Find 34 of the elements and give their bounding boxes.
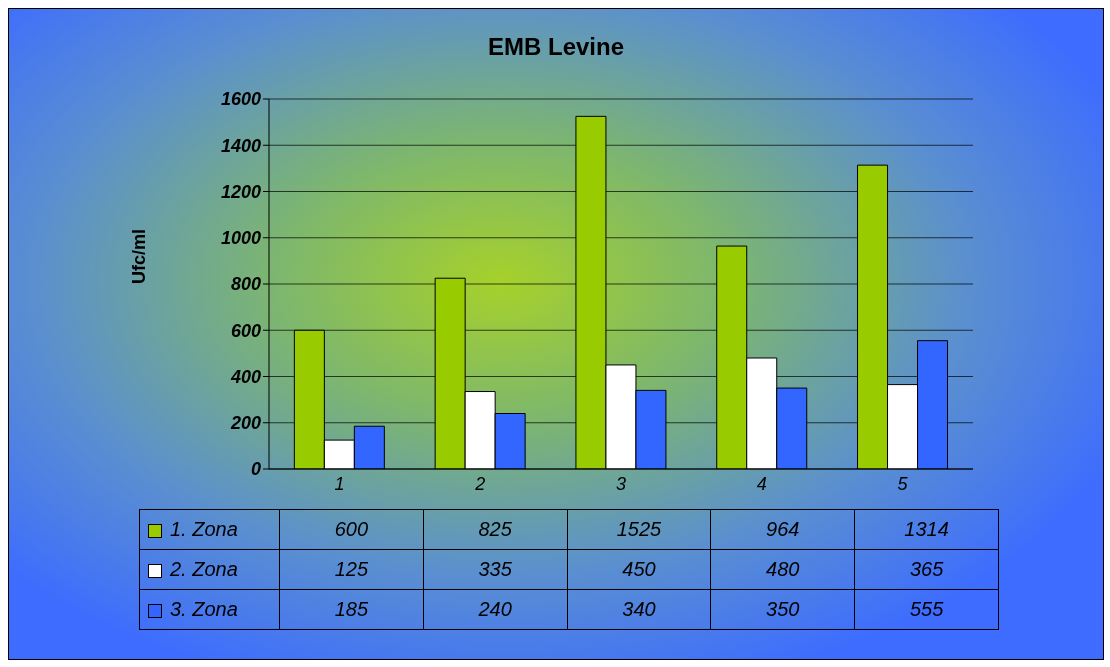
legend-label: 2. Zona (170, 558, 238, 580)
chart-title: EMB Levine (487, 33, 625, 61)
x-tick-label: 5 (897, 473, 909, 494)
y-tick-label: 1000 (220, 228, 261, 249)
y-tick-label: 1600 (220, 89, 261, 110)
data-label: 600 (279, 509, 424, 550)
y-tick-label: 1200 (220, 181, 261, 202)
y-tick-label: 200 (229, 413, 261, 434)
data-label: 125 (279, 549, 424, 590)
data-label: 335 (423, 549, 568, 590)
data-label: 450 (567, 549, 711, 590)
data-label: 1314 (854, 509, 999, 550)
data-label: 185 (279, 589, 424, 630)
data-label: 964 (710, 509, 855, 550)
y-tick-label: 800 (230, 274, 261, 295)
data-label: 350 (710, 589, 855, 630)
x-tick-label: 4 (756, 473, 767, 494)
data-label: 1525 (567, 509, 711, 550)
legend-label: 3. Zona (170, 598, 238, 620)
data-label: 340 (567, 589, 711, 630)
y-tick-label: 600 (230, 320, 261, 341)
x-tick-label: 1 (334, 473, 345, 494)
data-label: 555 (854, 589, 999, 630)
x-tick-label: 2 (474, 473, 486, 494)
legend-label: 1. Zona (170, 518, 238, 540)
data-label: 365 (854, 549, 999, 590)
data-label: 240 (423, 589, 568, 630)
data-label: 825 (423, 509, 568, 550)
x-tick-label: 3 (615, 473, 627, 494)
y-tick-label: 1400 (220, 135, 261, 156)
data-label: 480 (710, 549, 855, 590)
y-tick-label: 0 (250, 459, 261, 480)
y-tick-label: 400 (229, 366, 261, 387)
y-axis-title: Ufc/ml (129, 228, 150, 284)
